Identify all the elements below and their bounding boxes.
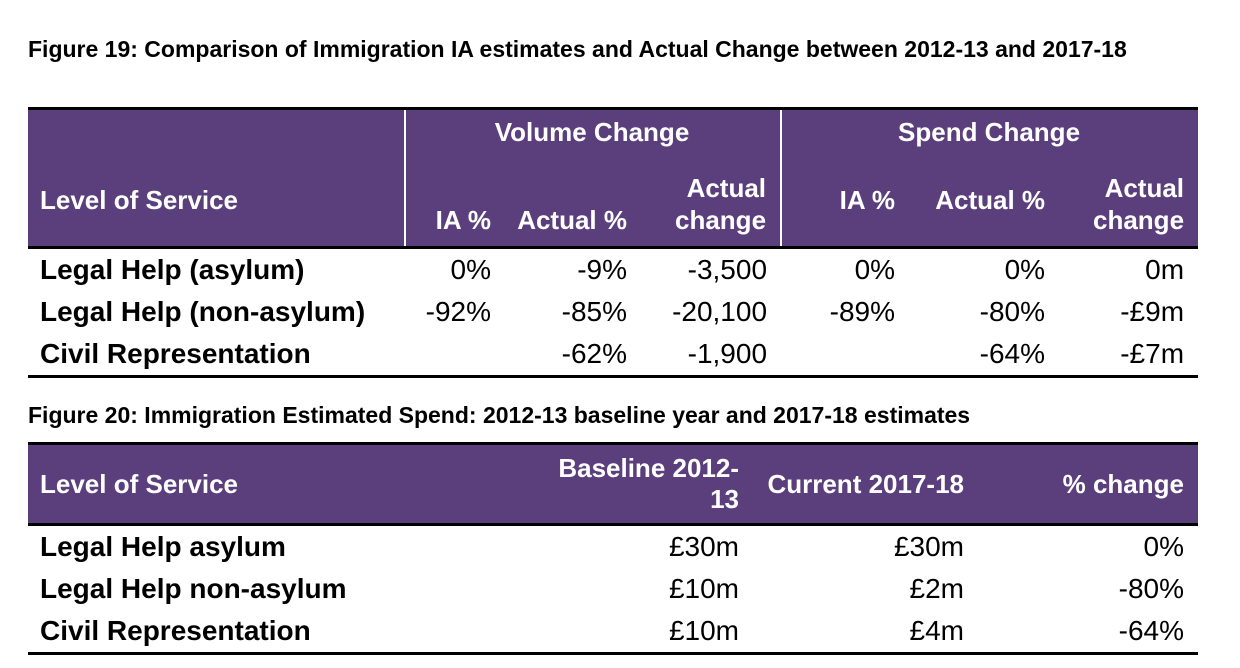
percent-change-header: % change — [978, 442, 1198, 526]
table-cell: -92% — [425, 296, 491, 327]
row-label: Civil Representation — [28, 610, 528, 655]
row-label: Legal Help (asylum) — [40, 254, 305, 285]
table-cell: £10m — [528, 610, 753, 655]
table-row: Civil Representation £10m £4m -64% — [28, 610, 1198, 655]
table-cell: £4m — [753, 610, 978, 655]
figure-19-column-header-row: Level of Service IA % Actual % Actual ch… — [28, 154, 1199, 249]
figure-20-header-row: Level of Service Baseline 2012-13 Curren… — [28, 442, 1198, 526]
table-cell: -64% — [978, 610, 1198, 655]
figure-20-caption: Figure 20: Immigration Estimated Spend: … — [28, 402, 971, 428]
current-header: Current 2017-18 — [753, 442, 978, 526]
figure-19-corner-cell — [28, 107, 406, 154]
table-cell: -£9m — [1120, 296, 1185, 327]
figure-19-caption: Figure 19: Comparison of Immigration IA … — [28, 36, 1127, 62]
spend-change-header: Spend Change — [781, 107, 1199, 154]
row-label: Civil Representation — [28, 333, 405, 378]
baseline-header: Baseline 2012-13 — [528, 442, 753, 526]
table-cell: -9% — [577, 254, 627, 285]
table-cell: -85% — [561, 296, 627, 327]
table-cell: -3,500 — [687, 254, 768, 285]
table-cell: £30m — [893, 531, 964, 562]
table-cell — [405, 333, 505, 378]
table-cell: 0% — [450, 254, 491, 285]
spend-actual-change-header: Actual change — [1059, 154, 1199, 249]
table-cell: £2m — [909, 573, 964, 604]
level-of-service-header: Level of Service — [28, 442, 528, 526]
table-cell: £30m — [668, 531, 739, 562]
table-cell: -20,100 — [672, 296, 768, 327]
table-row: Legal Help asylum £30m £30m 0% — [28, 525, 1198, 569]
row-label: Legal Help non-asylum — [40, 573, 347, 604]
spend-ia-percent-header: IA % — [781, 154, 910, 249]
volume-change-header: Volume Change — [405, 107, 783, 154]
table-cell: -80% — [979, 296, 1046, 327]
table-cell: -89% — [829, 296, 896, 327]
table-cell: -80% — [1118, 573, 1184, 604]
row-label: Legal Help asylum — [40, 531, 286, 562]
table-cell: -£7m — [1059, 333, 1199, 378]
table-cell — [781, 333, 910, 378]
figure-19-table: Volume Change Spend Change Level of Serv… — [28, 107, 1199, 378]
level-of-service-header: Level of Service — [28, 154, 406, 249]
figure-20-table: Level of Service Baseline 2012-13 Curren… — [28, 442, 1198, 655]
spend-actual-percent-header: Actual % — [909, 154, 1060, 249]
table-cell: 0% — [854, 254, 896, 285]
table-cell: -64% — [909, 333, 1060, 378]
table-cell: 0% — [1143, 531, 1184, 562]
table-row: Legal Help (asylum) 0% -9% -3,500 0% 0% … — [28, 248, 1198, 292]
table-cell: 0% — [1004, 254, 1046, 285]
table-cell: 0m — [1145, 254, 1185, 285]
table-cell: -62% — [505, 333, 641, 378]
volume-actual-change-header: Actual change — [641, 154, 783, 249]
volume-actual-percent-header: Actual % — [505, 154, 641, 249]
table-row: Legal Help non-asylum £10m £2m -80% — [28, 568, 1198, 610]
table-row: Civil Representation -62% -1,900 -64% -£… — [28, 333, 1199, 378]
table-row: Legal Help (non-asylum) -92% -85% -20,10… — [28, 291, 1198, 333]
row-label: Legal Help (non-asylum) — [40, 296, 366, 327]
table-cell: £10m — [668, 573, 739, 604]
figure-19-group-header-row: Volume Change Spend Change — [28, 107, 1199, 154]
volume-ia-percent-header: IA % — [405, 154, 505, 249]
table-cell: -1,900 — [641, 333, 782, 378]
